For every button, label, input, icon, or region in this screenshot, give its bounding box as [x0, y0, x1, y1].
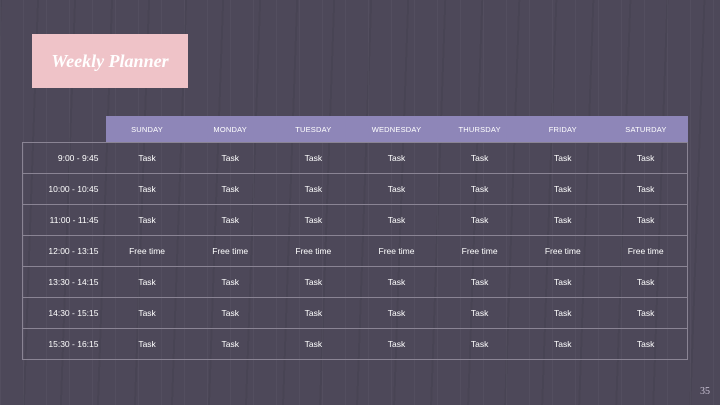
table-cell: Free time [105, 235, 189, 267]
table-cell: Free time [521, 235, 605, 267]
time-slot: 11:00 - 11:45 [22, 204, 106, 236]
table-cell: Task [604, 266, 689, 298]
table-cell: Task [354, 328, 439, 360]
day-header-tuesday: TUESDAY [271, 116, 355, 143]
table-cell: Task [438, 204, 522, 236]
table-row: 9:00 - 9:45 Task Task Task Task Task Tas… [22, 142, 689, 174]
table-row: 13:30 - 14:15 Task Task Task Task Task T… [22, 266, 689, 298]
day-header-saturday: SATURDAY [604, 116, 688, 143]
table-cell: Task [105, 142, 189, 174]
table-cell: Task [354, 204, 439, 236]
table-cell: Task [521, 204, 605, 236]
day-header-thursday: THURSDAY [438, 116, 522, 143]
table-cell: Task [271, 266, 355, 298]
table-cell: Task [438, 328, 522, 360]
table-cell: Free time [188, 235, 272, 267]
table-cell: Task [188, 142, 272, 174]
table-cell: Free time [604, 235, 689, 267]
table-cell: Task [604, 204, 689, 236]
header-row: SUNDAY MONDAY TUESDAY WEDNESDAY THURSDAY… [23, 116, 688, 143]
table-cell: Task [271, 173, 355, 205]
table-cell: Free time [438, 235, 522, 267]
table-cell: Task [604, 142, 689, 174]
table-cell: Task [188, 173, 272, 205]
table-cell: Task [188, 204, 272, 236]
time-slot: 13:30 - 14:15 [22, 266, 106, 298]
table-cell: Task [604, 328, 689, 360]
table-cell: Task [271, 328, 355, 360]
day-header-friday: FRIDAY [521, 116, 605, 143]
table-cell: Task [271, 142, 355, 174]
table-cell: Task [105, 266, 189, 298]
table-cell: Task [105, 173, 189, 205]
table-row: 14:30 - 15:15 Task Task Task Task Task T… [22, 297, 689, 329]
table-cell: Task [354, 173, 439, 205]
table-cell: Task [521, 266, 605, 298]
day-header-wednesday: WEDNESDAY [354, 116, 439, 143]
table-cell: Free time [271, 235, 355, 267]
table-cell: Task [604, 173, 689, 205]
table-cell: Task [604, 297, 689, 329]
table-cell: Free time [354, 235, 439, 267]
table-cell: Task [521, 297, 605, 329]
time-slot: 10:00 - 10:45 [22, 173, 106, 205]
day-header-monday: MONDAY [188, 116, 272, 143]
table-row: 10:00 - 10:45 Task Task Task Task Task T… [22, 173, 689, 205]
table-cell: Task [354, 297, 439, 329]
table-cell: Task [438, 297, 522, 329]
table-cell: Task [105, 328, 189, 360]
time-slot: 9:00 - 9:45 [22, 142, 106, 174]
table-row: 11:00 - 11:45 Task Task Task Task Task T… [22, 204, 689, 236]
weekly-planner-table: SUNDAY MONDAY TUESDAY WEDNESDAY THURSDAY… [22, 116, 689, 360]
table-cell: Task [188, 297, 272, 329]
page-number: 35 [700, 386, 710, 397]
table-cell: Task [438, 266, 522, 298]
table-cell: Task [354, 142, 439, 174]
table-cell: Task [105, 297, 189, 329]
table-cell: Task [438, 173, 522, 205]
time-slot: 12:00 - 13:15 [22, 235, 106, 267]
table-cell: Task [521, 173, 605, 205]
table-cell: Task [105, 204, 189, 236]
table-cell: Task [271, 204, 355, 236]
table-cell: Task [438, 142, 522, 174]
table-cell: Task [188, 328, 272, 360]
table-row: 15:30 - 16:15 Task Task Task Task Task T… [22, 328, 689, 360]
slide-title: Weekly Planner [51, 50, 169, 71]
day-header-sunday: SUNDAY [105, 116, 189, 143]
table-cell: Task [188, 266, 272, 298]
table-cell: Task [521, 142, 605, 174]
table-row: 12:00 - 13:15 Free time Free time Free t… [22, 235, 689, 267]
title-box: Weekly Planner [32, 34, 188, 88]
table-cell: Task [521, 328, 605, 360]
time-slot: 14:30 - 15:15 [22, 297, 106, 329]
table-cell: Task [271, 297, 355, 329]
header-corner [23, 116, 106, 143]
time-slot: 15:30 - 16:15 [22, 328, 106, 360]
table-cell: Task [354, 266, 439, 298]
